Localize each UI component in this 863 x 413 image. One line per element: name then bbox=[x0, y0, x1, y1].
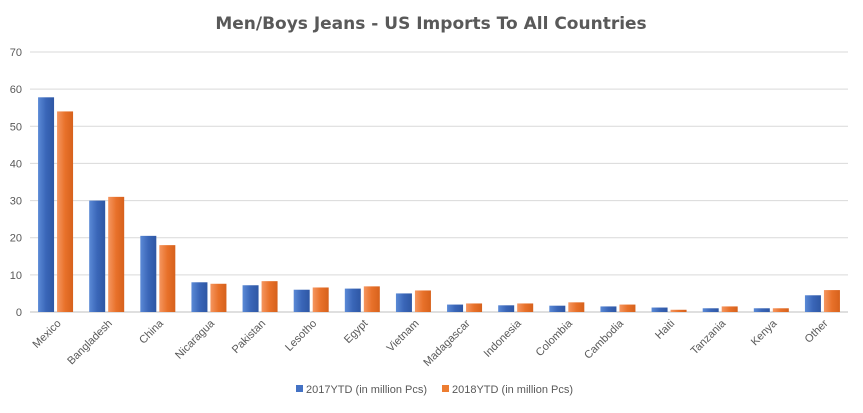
y-tick-label: 70 bbox=[10, 47, 22, 59]
bar-2018-vietnam bbox=[414, 290, 431, 312]
bar-2018-tanzania bbox=[721, 306, 738, 312]
bar-2018-other bbox=[823, 290, 840, 312]
x-tick-label: Kenya bbox=[749, 317, 780, 348]
bar-2018-colombia bbox=[568, 302, 585, 312]
x-tick-label: Other bbox=[803, 317, 831, 345]
bar-2018-mexico bbox=[57, 111, 74, 312]
y-tick-label: 20 bbox=[10, 233, 22, 245]
bar-2018-nicaragua bbox=[210, 283, 227, 312]
y-tick-label: 0 bbox=[16, 307, 22, 319]
bar-2017-lesotho bbox=[293, 289, 310, 312]
x-tick-label: Cambodia bbox=[582, 317, 627, 362]
bar-2017-madagascar bbox=[447, 304, 464, 312]
bar-2017-haiti bbox=[651, 307, 668, 312]
x-tick-label: Mexico bbox=[31, 318, 64, 351]
x-tick-label: Tanzania bbox=[689, 317, 729, 357]
bar-2017-pakistan bbox=[242, 285, 259, 312]
x-tick-label: Lesotho bbox=[283, 318, 319, 354]
x-tick-label: Indonesia bbox=[482, 317, 525, 360]
bar-2017-nicaragua bbox=[191, 282, 208, 312]
x-tick-label: China bbox=[137, 317, 166, 346]
bar-2017-china bbox=[140, 235, 157, 312]
bar-2018-indonesia bbox=[517, 303, 534, 312]
x-tick-label: Vietnam bbox=[385, 318, 422, 355]
bar-2018-cambodia bbox=[619, 304, 636, 312]
legend-label: 2017YTD (in million Pcs) bbox=[306, 384, 427, 396]
y-axis-ticks: 0 10 20 30 40 50 60 70 bbox=[10, 47, 22, 319]
x-tick-label: Haiti bbox=[653, 318, 677, 342]
legend-swatch bbox=[442, 385, 449, 392]
bar-2018-kenya bbox=[772, 308, 789, 312]
y-tick-label: 10 bbox=[10, 270, 22, 282]
y-tick-label: 30 bbox=[10, 196, 22, 208]
bar-2017-tanzania bbox=[702, 308, 719, 312]
bar-2017-other bbox=[804, 295, 821, 312]
bar-2017-colombia bbox=[549, 305, 566, 312]
x-tick-label: Madagascar bbox=[421, 317, 473, 369]
y-tick-label: 50 bbox=[10, 121, 22, 133]
x-axis-ticks: Mexico Bangladesh China Nicaragua Pakistan Le… bbox=[31, 317, 831, 369]
y-tick-label: 40 bbox=[10, 158, 22, 170]
bars bbox=[38, 97, 840, 312]
bar-2017-mexico bbox=[38, 97, 55, 312]
bar-2018-madagascar bbox=[466, 303, 483, 312]
chart-title: Men/Boys Jeans - US Imports To All Count… bbox=[215, 14, 646, 34]
bar-2017-kenya bbox=[753, 308, 770, 312]
bar-2018-bangladesh bbox=[108, 196, 125, 312]
bar-2018-pakistan bbox=[261, 281, 278, 312]
bar-2018-haiti bbox=[670, 309, 687, 312]
legend-label: 2018YTD (in million Pcs) bbox=[452, 384, 573, 396]
x-tick-label: Colombia bbox=[534, 317, 576, 359]
bar-2017-indonesia bbox=[498, 305, 515, 312]
bar-2018-china bbox=[159, 245, 176, 312]
x-tick-label: Nicaragua bbox=[173, 317, 218, 362]
legend-swatch bbox=[296, 385, 303, 392]
y-tick-label: 60 bbox=[10, 84, 22, 96]
bar-2017-cambodia bbox=[600, 306, 617, 312]
bar-2018-egypt bbox=[363, 286, 380, 312]
bar-2017-bangladesh bbox=[89, 200, 106, 312]
x-tick-label: Bangladesh bbox=[65, 318, 115, 368]
bar-2017-vietnam bbox=[395, 293, 412, 312]
x-tick-label: Pakistan bbox=[230, 318, 268, 356]
legend: 2017YTD (in million Pcs) 2018YTD (in mill… bbox=[296, 384, 573, 396]
bar-2018-lesotho bbox=[312, 287, 329, 312]
x-tick-label: Egypt bbox=[342, 318, 370, 346]
bar-2017-egypt bbox=[344, 288, 361, 312]
